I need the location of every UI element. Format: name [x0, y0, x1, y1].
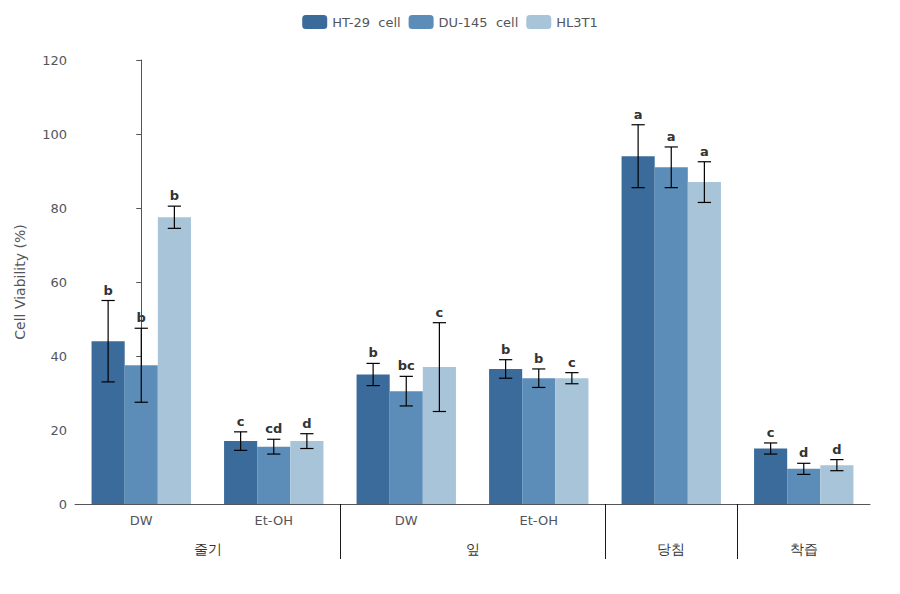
svg-text:c: c — [568, 355, 576, 370]
svg-text:bc: bc — [398, 358, 415, 373]
svg-text:40: 40 — [50, 349, 67, 364]
svg-text:DU-145 cell: DU-145 cell — [439, 15, 519, 30]
svg-text:HL3T1: HL3T1 — [556, 15, 598, 30]
svg-text:b: b — [534, 351, 543, 366]
svg-text:HT-29 cell: HT-29 cell — [332, 15, 400, 30]
svg-text:줄기: 줄기 — [194, 541, 222, 557]
svg-text:잎: 잎 — [466, 541, 480, 557]
svg-text:DW: DW — [395, 513, 418, 528]
svg-text:a: a — [700, 144, 709, 159]
svg-text:60: 60 — [50, 275, 67, 290]
svg-text:착즙: 착즙 — [790, 541, 818, 557]
svg-text:20: 20 — [50, 423, 67, 438]
svg-text:DW: DW — [130, 513, 153, 528]
svg-text:당침: 당침 — [657, 541, 685, 557]
svg-text:c: c — [436, 305, 444, 320]
svg-text:d: d — [799, 445, 808, 460]
svg-text:120: 120 — [42, 53, 67, 68]
svg-text:a: a — [634, 107, 643, 122]
svg-text:b: b — [103, 283, 112, 298]
svg-text:b: b — [501, 342, 510, 357]
svg-text:c: c — [237, 414, 245, 429]
svg-text:0: 0 — [59, 497, 67, 512]
svg-text:Cell Viability (%): Cell Viability (%) — [12, 224, 28, 339]
svg-text:d: d — [302, 416, 311, 431]
svg-text:Et-OH: Et-OH — [520, 513, 558, 528]
svg-text:b: b — [170, 188, 179, 203]
svg-text:d: d — [832, 442, 841, 457]
svg-text:b: b — [368, 345, 377, 360]
svg-text:80: 80 — [50, 201, 67, 216]
svg-text:Et-OH: Et-OH — [255, 513, 293, 528]
svg-text:b: b — [137, 310, 146, 325]
svg-text:100: 100 — [42, 127, 67, 142]
svg-text:cd: cd — [265, 421, 282, 436]
svg-text:a: a — [667, 129, 676, 144]
svg-text:c: c — [767, 425, 775, 440]
